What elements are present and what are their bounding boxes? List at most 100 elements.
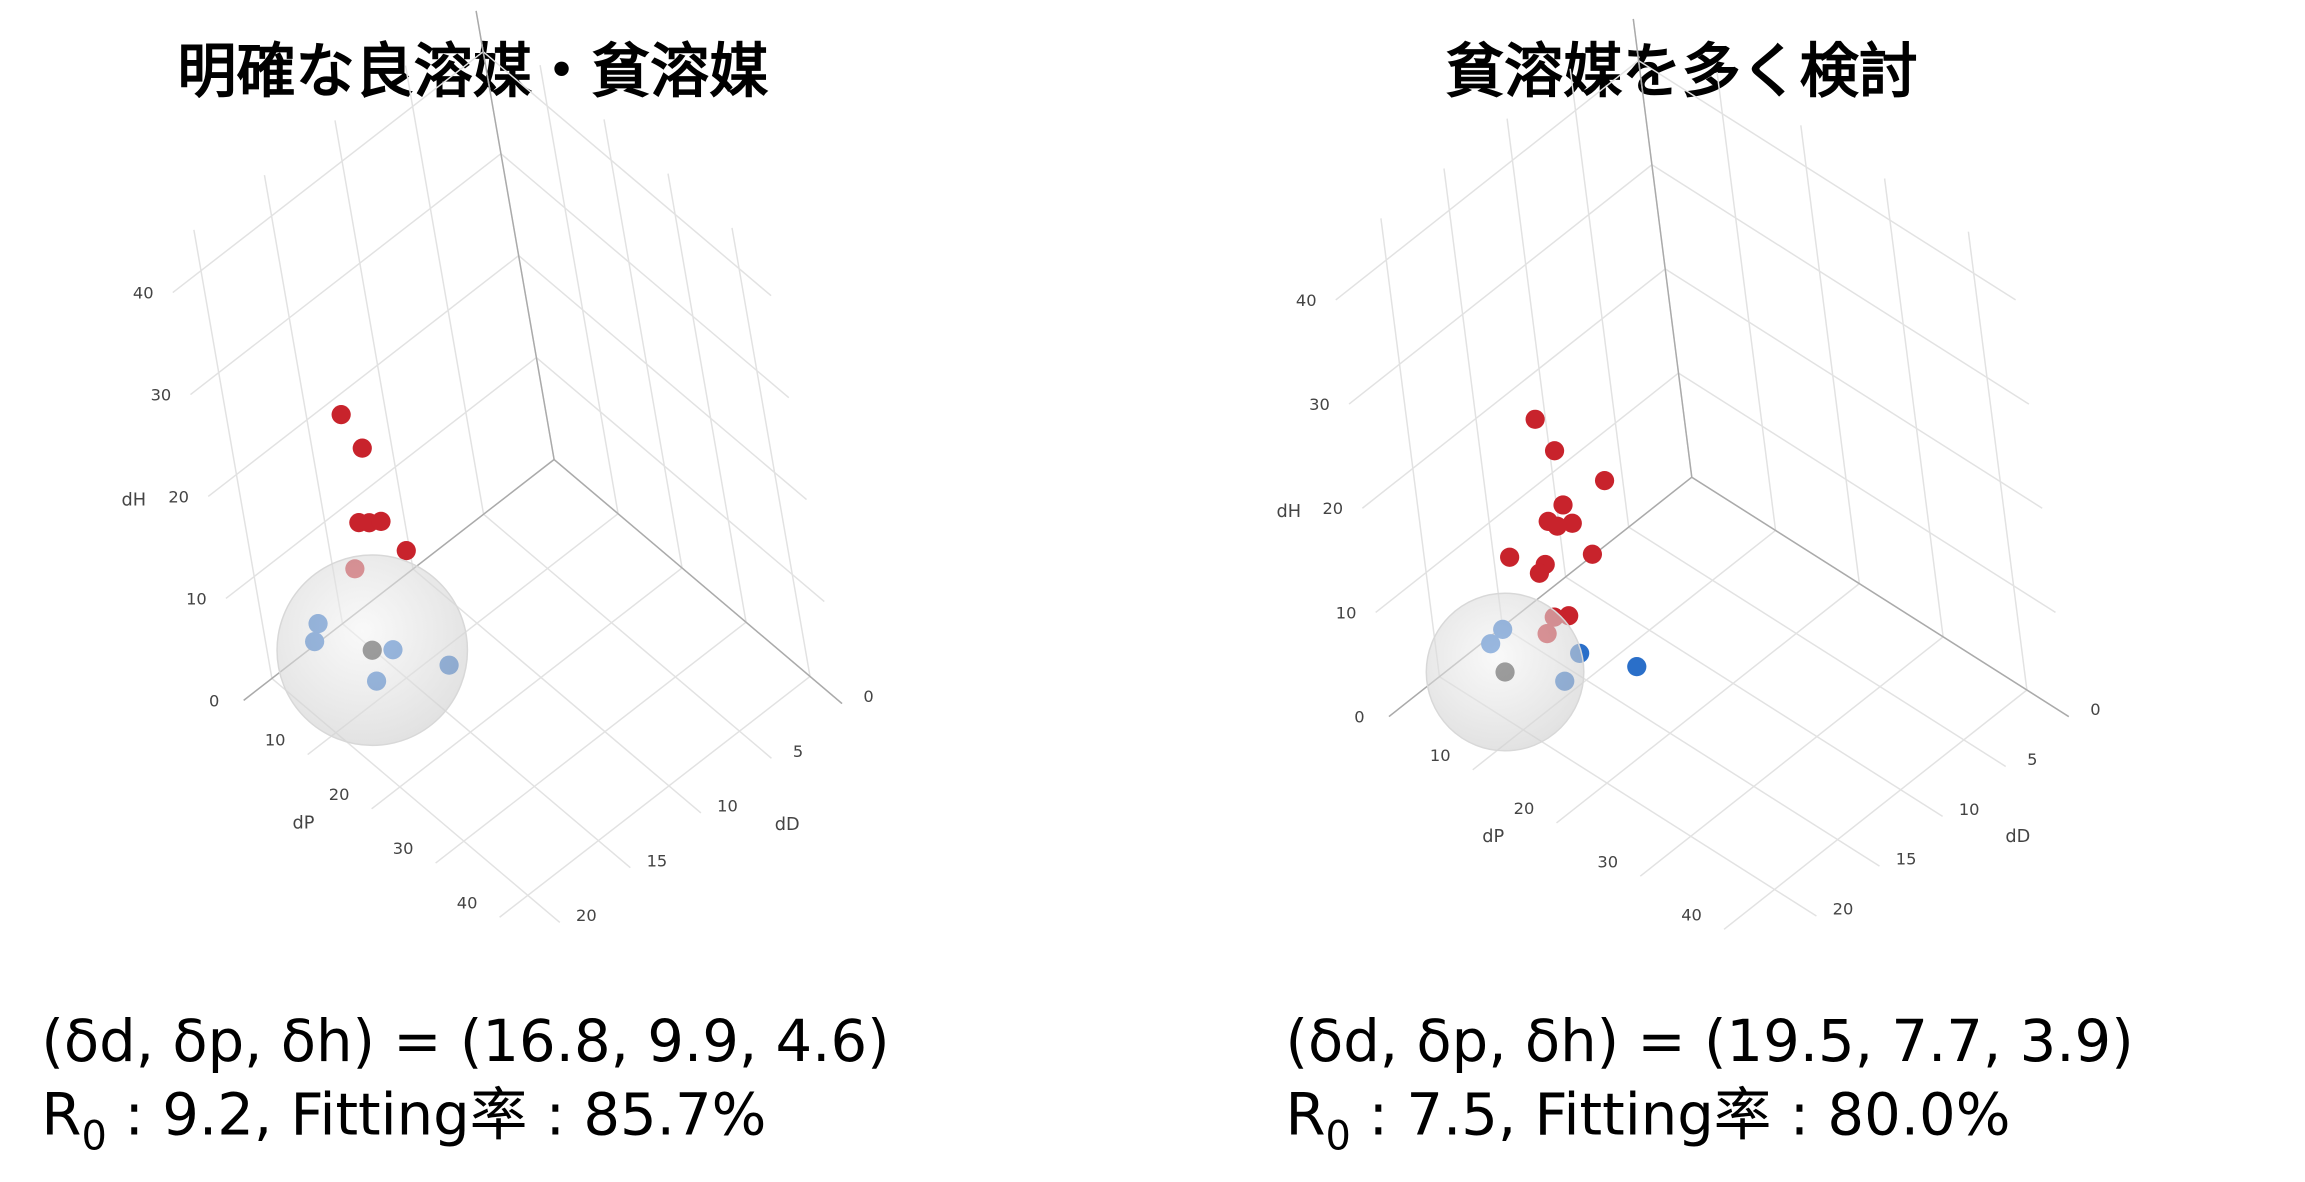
y-tick-label: 40 — [457, 893, 478, 912]
z-tick-label: 40 — [133, 283, 154, 302]
z-axis-title: dH — [121, 491, 146, 511]
result-line: R0: 9.2, Fitting率 : 85.7% — [41, 1082, 766, 1160]
grid-line — [482, 51, 772, 297]
z-tick-label: 0 — [1354, 707, 1364, 726]
grid-line — [1723, 689, 2028, 930]
z-tick-label: 10 — [1336, 603, 1357, 622]
data-point — [1547, 516, 1567, 536]
y-tick-label: 20 — [1514, 799, 1535, 818]
y-tick-label: 40 — [1681, 905, 1702, 924]
grid-line — [1375, 372, 1679, 614]
grid-line — [225, 356, 537, 600]
grid-line — [1716, 72, 1777, 531]
data-point — [371, 511, 391, 532]
z-tick-label: 30 — [151, 385, 172, 404]
y-tick-label: 10 — [265, 731, 286, 750]
axis-edge — [475, 10, 555, 460]
y-tick-label: 10 — [1430, 746, 1451, 765]
grid-line — [1361, 268, 1666, 509]
grid-line — [1638, 59, 2016, 301]
data-point — [1553, 495, 1573, 515]
grid-line — [603, 119, 683, 569]
grid-line — [1664, 268, 2043, 509]
result-symbol: R — [1285, 1082, 1325, 1149]
data-point — [1627, 657, 1647, 677]
grid-line — [1967, 231, 2028, 691]
x-tick-label: 5 — [793, 742, 803, 761]
data-point — [1562, 513, 1582, 533]
z-axis-title: dH — [1276, 502, 1301, 522]
grid-line — [1883, 178, 1944, 637]
result-subscript: 0 — [81, 1113, 106, 1159]
grid-line — [1800, 125, 1861, 584]
grid-line — [518, 255, 808, 501]
x-tick-label: 20 — [576, 906, 597, 925]
grid-line — [263, 175, 344, 624]
grid-line — [435, 621, 747, 864]
z-tick-label: 30 — [1309, 395, 1330, 414]
data-point — [1582, 544, 1603, 564]
result-symbol: R — [41, 1082, 81, 1149]
hansen-sphere — [1425, 592, 1585, 752]
data-point — [1529, 563, 1550, 583]
x-tick-label: 0 — [2090, 700, 2100, 719]
grid-line — [190, 153, 502, 396]
z-tick-label: 10 — [186, 589, 207, 608]
grid-line — [731, 227, 811, 677]
x-tick-label: 5 — [2027, 750, 2037, 769]
result-formula: (δd, δp, δh) = (19.5, 7.7, 3.9) — [1285, 1008, 2133, 1075]
result-subscript: 0 — [1326, 1113, 1351, 1159]
grid-line — [483, 513, 772, 759]
result-text: : 7.5, Fitting率 : 80.0% — [1369, 1082, 2011, 1149]
grid-line — [1628, 526, 2007, 768]
grid-line — [193, 229, 273, 679]
data-point — [396, 541, 416, 561]
grid-line — [535, 356, 825, 603]
grid-line — [499, 675, 811, 918]
y-tick-label: 30 — [393, 839, 414, 858]
grid-line — [172, 51, 484, 294]
z-tick-label: 0 — [209, 691, 219, 710]
grid-line — [404, 65, 485, 515]
axis-edge — [1691, 476, 2070, 718]
hansen-sphere — [276, 554, 469, 747]
data-point — [1500, 547, 1520, 567]
x-tick-label: 0 — [863, 687, 873, 706]
grid-line — [1678, 372, 2056, 614]
x-axis-title: dD — [775, 815, 800, 835]
x-tick-label: 10 — [1959, 800, 1980, 819]
z-tick-label: 40 — [1296, 291, 1317, 310]
grid-line — [412, 568, 702, 814]
x-tick-label: 20 — [1833, 900, 1854, 919]
x-tick-label: 10 — [717, 797, 738, 816]
data-point — [1544, 441, 1565, 461]
grid-line — [371, 567, 683, 810]
grid-line — [1380, 218, 1441, 677]
y-axis-title: dP — [1482, 827, 1504, 847]
z-tick-label: 20 — [1322, 499, 1343, 518]
y-tick-label: 20 — [329, 785, 350, 804]
grid-line — [1651, 164, 2030, 405]
grid-line — [1569, 68, 1630, 528]
x-axis-title: dD — [2005, 827, 2030, 847]
data-point — [331, 405, 351, 425]
result-line: R0 : 7.5, Fitting率 : 80.0% — [1285, 1082, 2010, 1160]
chart-title: 貧溶媒を多く検討 — [1445, 37, 1918, 106]
data-point — [352, 438, 372, 458]
x-tick-label: 15 — [1896, 850, 1917, 869]
grid-line — [500, 153, 790, 399]
grid-line — [207, 255, 520, 498]
y-tick-label: 30 — [1597, 852, 1618, 871]
grid-line — [1348, 164, 1653, 405]
grid-line — [1639, 636, 1944, 877]
grid-line — [667, 173, 747, 623]
axis-edge — [1632, 18, 1693, 478]
grid-line — [1565, 576, 1943, 817]
axis-edge — [553, 458, 843, 705]
z-tick-label: 20 — [168, 487, 189, 506]
grid-line — [1443, 168, 1504, 627]
grid-line — [334, 120, 414, 570]
chart-title: 明確な良溶媒・貧溶媒 — [177, 37, 769, 106]
